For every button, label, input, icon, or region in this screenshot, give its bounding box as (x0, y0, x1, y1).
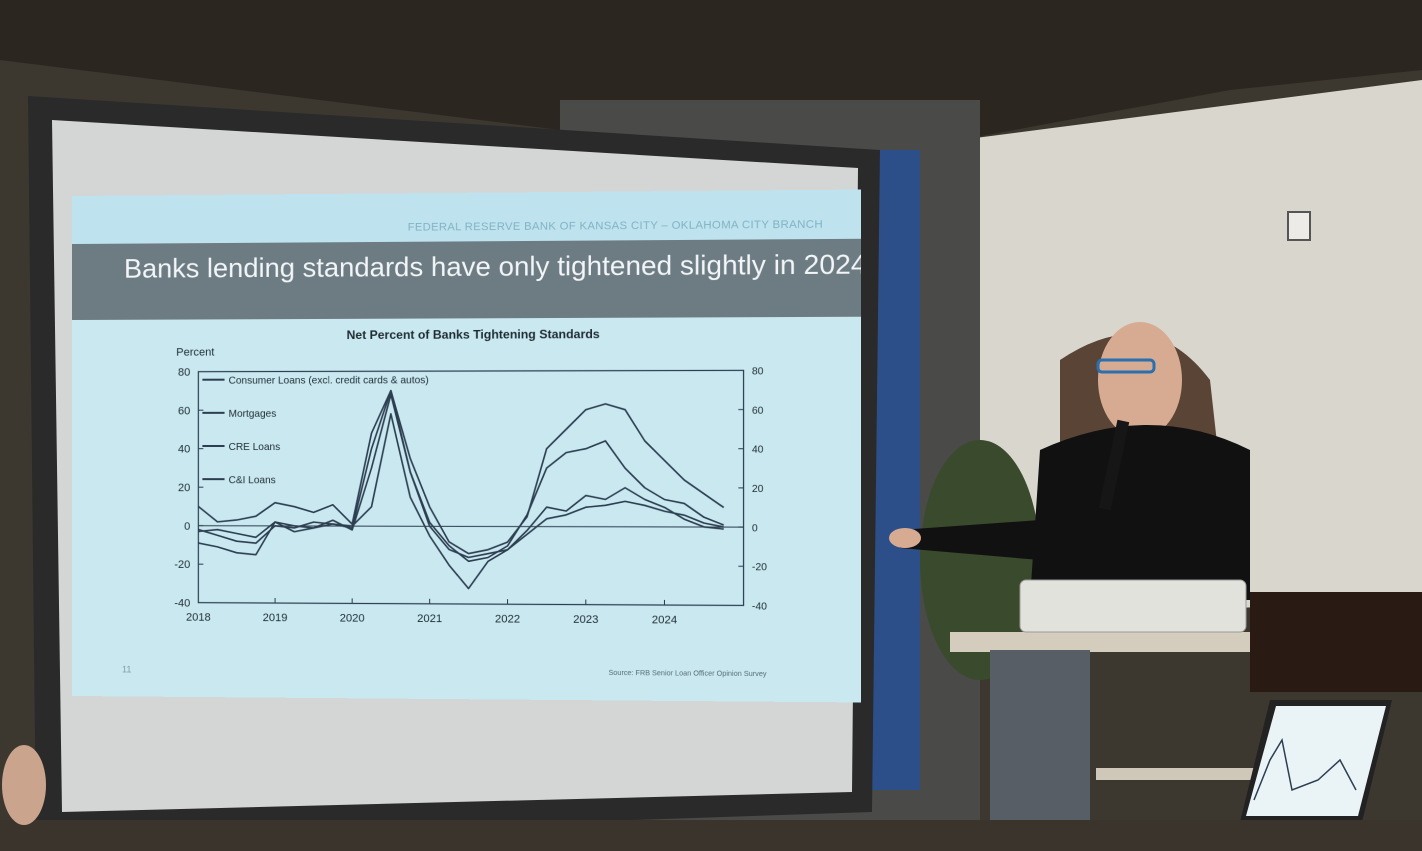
y-tick-label-right: 60 (752, 405, 764, 416)
y-tick-label-left: -20 (174, 559, 190, 571)
shelf (1096, 768, 1296, 780)
legend-label: Mortgages (229, 409, 277, 420)
y-tick-label-right: -40 (752, 601, 768, 612)
y-axis-label: Percent (176, 347, 214, 359)
series-line-4 (198, 390, 723, 562)
y-tick-label-left: 20 (178, 482, 190, 494)
slide-title: Banks lending standards have only tighte… (124, 249, 861, 284)
x-tick-label: 2019 (263, 612, 288, 624)
y-tick-label-left: 40 (178, 444, 190, 456)
x-tick-label: 2024 (652, 614, 677, 626)
chart-legend: Consumer Loans (excl. credit cards & aut… (202, 375, 429, 486)
slide-header-band (72, 189, 861, 244)
series-line-1 (198, 394, 723, 558)
y-tick-label-left: -40 (174, 597, 190, 609)
legend-label: C&I Loans (229, 475, 276, 486)
audience-hand (2, 745, 46, 825)
lectern (1250, 592, 1422, 692)
y-tick-label-right: -20 (752, 562, 768, 573)
y-tick-label-left: 60 (178, 405, 190, 417)
x-tick-label: 2023 (573, 614, 598, 626)
ceiling (0, 0, 1422, 140)
x-tick-label: 2020 (340, 612, 365, 624)
legend-label: CRE Loans (229, 442, 281, 453)
y-tick-label-right: 0 (752, 523, 758, 534)
line-chart: Net Percent of Banks Tightening Standard… (174, 327, 768, 627)
chart-series (198, 390, 723, 590)
y-tick-label-right: 20 (752, 484, 764, 495)
plot-frame (198, 370, 743, 605)
slide-source: Source: FRB Senior Loan Officer Opinion … (608, 669, 767, 679)
laptop (1240, 700, 1392, 822)
floor-strip (0, 820, 1422, 851)
y-tick-label-right: 40 (752, 445, 764, 456)
podium-top (950, 632, 1320, 652)
projected-slide: FEDERAL RESERVE BANK OF KANSAS CITY – OK… (72, 189, 861, 703)
wall-sensor-icon (1287, 211, 1311, 241)
projector (1019, 579, 1247, 633)
y-tick-label-right: 80 (752, 366, 764, 377)
series-line-3 (198, 390, 723, 554)
presenter (889, 322, 1250, 600)
x-tick-label: 2022 (495, 613, 520, 625)
podium-body (990, 650, 1090, 850)
legend-label: Consumer Loans (excl. credit cards & aut… (229, 375, 429, 387)
plant (920, 440, 1040, 680)
y-tick-label-left: 80 (178, 367, 190, 379)
x-tick-label: 2018 (186, 612, 211, 624)
y-tick-label-left: 0 (184, 521, 190, 533)
slide-page-number: 11 (122, 664, 132, 675)
x-tick-label: 2021 (417, 613, 442, 625)
chart-axes: 80 60 40 20 0 -20 -40 80 60 40 20 0 -20 -40 2018 2019 20… (174, 366, 768, 626)
chart-title: Net Percent of Banks Tightening Standard… (347, 327, 601, 342)
